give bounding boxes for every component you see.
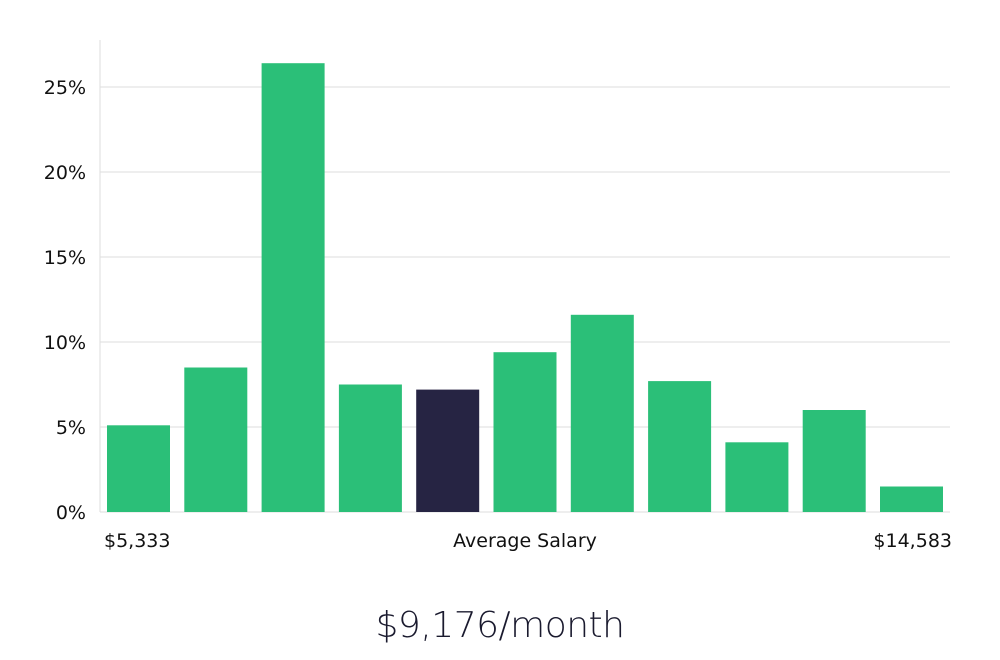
x-axis-labels: $5,333 Average Salary $14,583	[104, 530, 952, 552]
bar	[570, 314, 634, 512]
y-tick-label: 20%	[44, 162, 86, 184]
y-tick-label: 10%	[44, 332, 86, 354]
y-tick-label: 25%	[44, 77, 86, 99]
x-min-label: $5,333	[104, 530, 170, 552]
bar	[493, 352, 557, 512]
bar	[261, 63, 325, 512]
average-salary-value: $9,176/month	[375, 605, 625, 646]
bar	[107, 425, 170, 512]
bars	[107, 63, 943, 512]
y-tick-label: 5%	[56, 417, 86, 439]
bar	[880, 486, 943, 512]
x-center-label: Average Salary	[453, 530, 597, 552]
y-tick-labels: 0% 5% 10% 15% 20% 25%	[44, 77, 86, 524]
bar	[184, 367, 248, 512]
y-tick-label: 0%	[56, 502, 86, 524]
bar	[648, 381, 712, 512]
bar	[802, 410, 866, 512]
bar-highlighted	[416, 389, 480, 512]
bar	[338, 384, 402, 512]
y-tick-label: 15%	[44, 247, 86, 269]
bar	[725, 442, 789, 512]
x-max-label: $14,583	[873, 530, 952, 552]
